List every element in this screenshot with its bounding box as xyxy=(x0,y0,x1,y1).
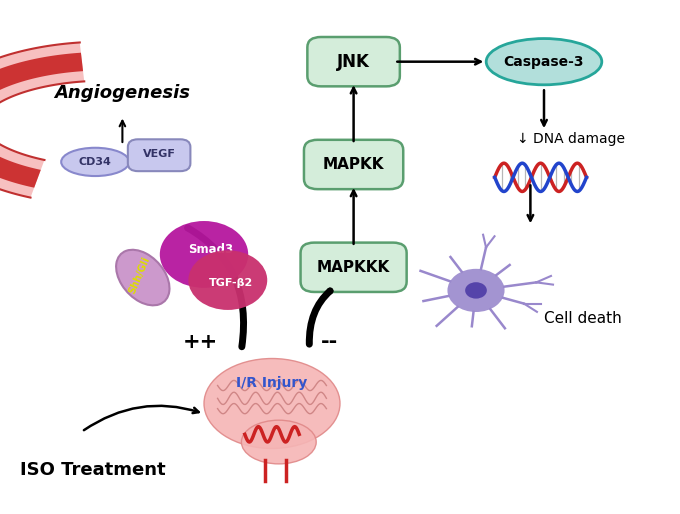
Text: ISO Treatment: ISO Treatment xyxy=(20,461,166,480)
Text: MAPKKK: MAPKKK xyxy=(317,260,390,275)
Text: VEGF: VEGF xyxy=(143,149,175,159)
Text: I/R Injury: I/R Injury xyxy=(237,376,307,390)
Text: --: -- xyxy=(321,332,339,352)
Text: ++: ++ xyxy=(183,332,218,352)
FancyBboxPatch shape xyxy=(301,243,407,292)
Circle shape xyxy=(447,269,505,312)
Text: Angiogenesis: Angiogenesis xyxy=(54,83,190,102)
Text: ↓ DNA damage: ↓ DNA damage xyxy=(517,132,625,146)
Circle shape xyxy=(465,282,487,299)
Circle shape xyxy=(188,250,267,310)
FancyArrowPatch shape xyxy=(188,228,243,347)
Polygon shape xyxy=(0,43,84,197)
FancyBboxPatch shape xyxy=(128,139,190,171)
Ellipse shape xyxy=(204,359,340,448)
FancyBboxPatch shape xyxy=(307,37,400,86)
Ellipse shape xyxy=(61,148,129,176)
Text: TGF-β2: TGF-β2 xyxy=(209,278,254,288)
FancyBboxPatch shape xyxy=(304,140,403,189)
Polygon shape xyxy=(0,53,83,188)
Text: MAPKK: MAPKK xyxy=(323,157,384,172)
Text: Smad3: Smad3 xyxy=(188,243,233,256)
Ellipse shape xyxy=(116,250,169,305)
Ellipse shape xyxy=(241,420,316,464)
Text: Caspase-3: Caspase-3 xyxy=(504,54,584,69)
Ellipse shape xyxy=(486,39,602,85)
Text: CD34: CD34 xyxy=(79,157,112,167)
Circle shape xyxy=(160,221,248,288)
Text: Cell death: Cell death xyxy=(544,311,622,326)
FancyArrowPatch shape xyxy=(309,291,330,344)
Text: JNK: JNK xyxy=(337,52,370,71)
Text: Shh/Gli: Shh/Gli xyxy=(127,255,152,295)
